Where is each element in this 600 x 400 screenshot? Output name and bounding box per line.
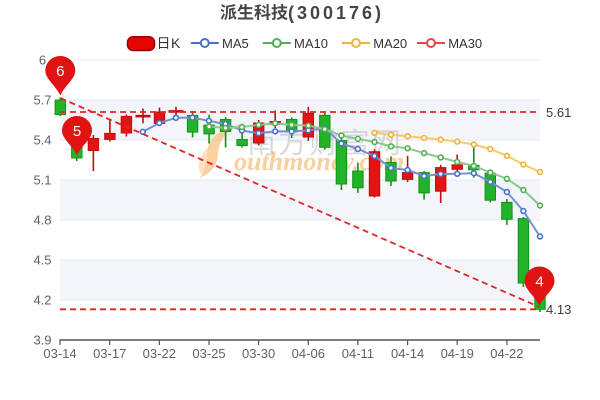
svg-text:MA20: MA20 xyxy=(373,36,407,51)
svg-text:(300176): (300176) xyxy=(288,3,384,23)
svg-text:5.1: 5.1 xyxy=(33,173,51,188)
svg-text:4.2: 4.2 xyxy=(33,293,51,308)
svg-text:3.9: 3.9 xyxy=(33,333,51,348)
svg-text:4: 4 xyxy=(535,274,543,291)
svg-text:K: K xyxy=(171,35,181,51)
svg-text:4.5: 4.5 xyxy=(33,253,51,268)
svg-text:5: 5 xyxy=(73,123,81,140)
svg-text:03-14: 03-14 xyxy=(43,346,76,361)
svg-text:MA30: MA30 xyxy=(448,36,482,51)
svg-text:5.7: 5.7 xyxy=(33,93,51,108)
svg-text:6: 6 xyxy=(56,63,64,80)
svg-text:MA5: MA5 xyxy=(222,36,249,51)
svg-text:MA10: MA10 xyxy=(294,36,328,51)
svg-text:5.4: 5.4 xyxy=(33,133,51,148)
svg-text:03-22: 03-22 xyxy=(143,346,176,361)
svg-text:03-30: 03-30 xyxy=(242,346,275,361)
svg-text:4.13: 4.13 xyxy=(546,302,571,317)
svg-text:4.8: 4.8 xyxy=(33,213,51,228)
svg-text:04-11: 04-11 xyxy=(342,346,374,361)
svg-text:04-14: 04-14 xyxy=(391,346,424,361)
svg-text:03-25: 03-25 xyxy=(192,346,225,361)
svg-text:6: 6 xyxy=(39,53,46,68)
svg-text:5.61: 5.61 xyxy=(546,105,571,120)
svg-text:04-19: 04-19 xyxy=(441,346,474,361)
svg-text:04-06: 04-06 xyxy=(292,346,325,361)
svg-text:03-17: 03-17 xyxy=(93,346,126,361)
svg-text:04-22: 04-22 xyxy=(490,346,523,361)
